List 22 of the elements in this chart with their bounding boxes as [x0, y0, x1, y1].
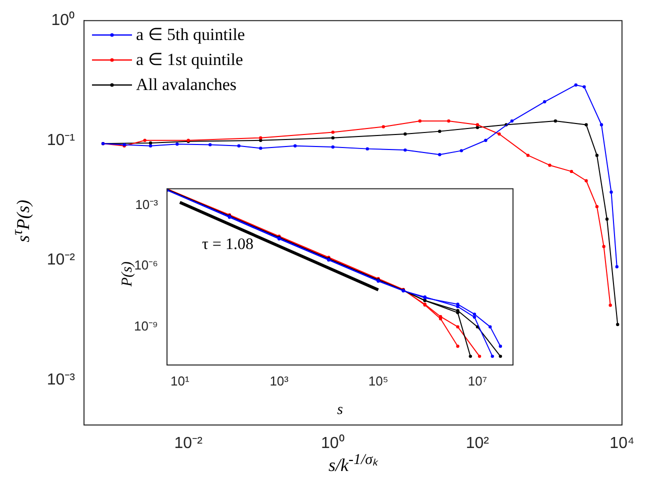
y-tick-label: 10⁻³	[46, 371, 76, 388]
x-tick-label: 10⁵	[368, 373, 388, 388]
x-tick-label: 10³	[270, 373, 290, 388]
x-tick-label: 10²	[466, 435, 490, 452]
legend-label: a ∈ 1st quintile	[136, 49, 244, 71]
y-tick-label: 10⁰	[51, 11, 75, 30]
y-axis-title: P(s)	[120, 262, 136, 286]
x-tick-label: 10¹	[170, 373, 190, 388]
y-tick-label: 10⁻³	[135, 196, 159, 212]
y-tick-label: 10⁻¹	[46, 132, 75, 149]
x-tick-label: 10⁴	[610, 435, 634, 452]
x-axis-title: s/k$^{-1/σₖ}$	[328, 452, 378, 475]
legend-label: a ∈ 5th quintile	[136, 24, 245, 46]
y-tick-label: 10⁻²	[46, 252, 76, 269]
annotation: τ = 1.08	[202, 236, 254, 254]
x-tick-label: 10⁰	[321, 434, 345, 452]
y-tick-label: 10⁻⁶	[134, 258, 158, 273]
x-tick-label: 10⁻²	[174, 435, 204, 452]
legend-label: All avalanches	[136, 74, 237, 96]
y-tick-label: 10⁻⁹	[134, 318, 158, 334]
x-axis-title: s	[337, 402, 343, 419]
x-tick-label: 10⁷	[468, 373, 488, 388]
